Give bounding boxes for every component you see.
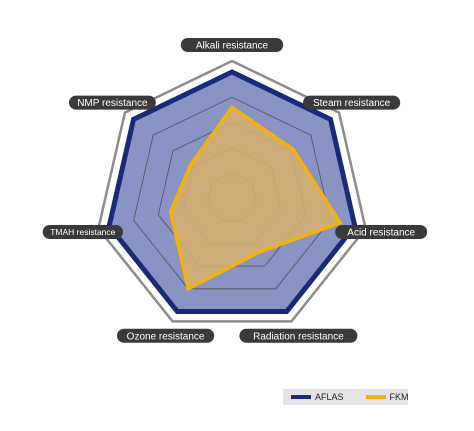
- axis-label-text: Acid resistance: [347, 228, 415, 239]
- axis-label-pill: [117, 328, 215, 343]
- axis-label-text: Ozone resistance: [127, 331, 205, 342]
- axis-label-pill: [239, 328, 358, 343]
- series-fkm-area: [168, 104, 343, 292]
- axis-label-layer: Alkali resistance Steam resistance Acid re…: [42, 38, 428, 343]
- outer-frame: [97, 59, 367, 323]
- legend-swatch-fkm: [365, 395, 386, 399]
- axis-label-3: Radiation resistance: [239, 328, 358, 343]
- axis-label-pill: [335, 225, 428, 239]
- axis-label-5: TMAH resistance: [42, 225, 124, 239]
- legend-item-fkm: FKM: [365, 392, 409, 402]
- grid-ring: [133, 96, 331, 290]
- axis-label-text: Alkali resistance: [196, 41, 269, 52]
- axis-label-text: NMP resistance: [77, 98, 148, 109]
- axis-label-pill: [42, 225, 124, 239]
- legend-label-aflas: AFLAS: [315, 392, 344, 402]
- legend-label-fkm: FKM: [389, 392, 409, 402]
- legend-swatch-aflas: [291, 395, 311, 399]
- axis-label-pill: [303, 95, 401, 110]
- axis-label-6: NMP resistance: [69, 95, 156, 110]
- legend-item-aflas: AFLAS: [291, 392, 344, 402]
- axis-label-pill: [69, 95, 156, 110]
- axis-label-1: Steam resistance: [303, 95, 401, 110]
- axis-label-text: Radiation resistance: [253, 331, 344, 342]
- legend: AFLAS FKM: [283, 389, 409, 405]
- series-layer: [168, 104, 343, 292]
- axis-label-text: TMAH resistance: [50, 227, 115, 237]
- axis-label-text: Steam resistance: [313, 98, 391, 109]
- axis-label-pill: [180, 38, 284, 52]
- axis-label-4: Ozone resistance: [117, 328, 215, 343]
- axis-label-2: Acid resistance: [335, 225, 428, 239]
- axis-label-0: Alkali resistance: [180, 38, 284, 52]
